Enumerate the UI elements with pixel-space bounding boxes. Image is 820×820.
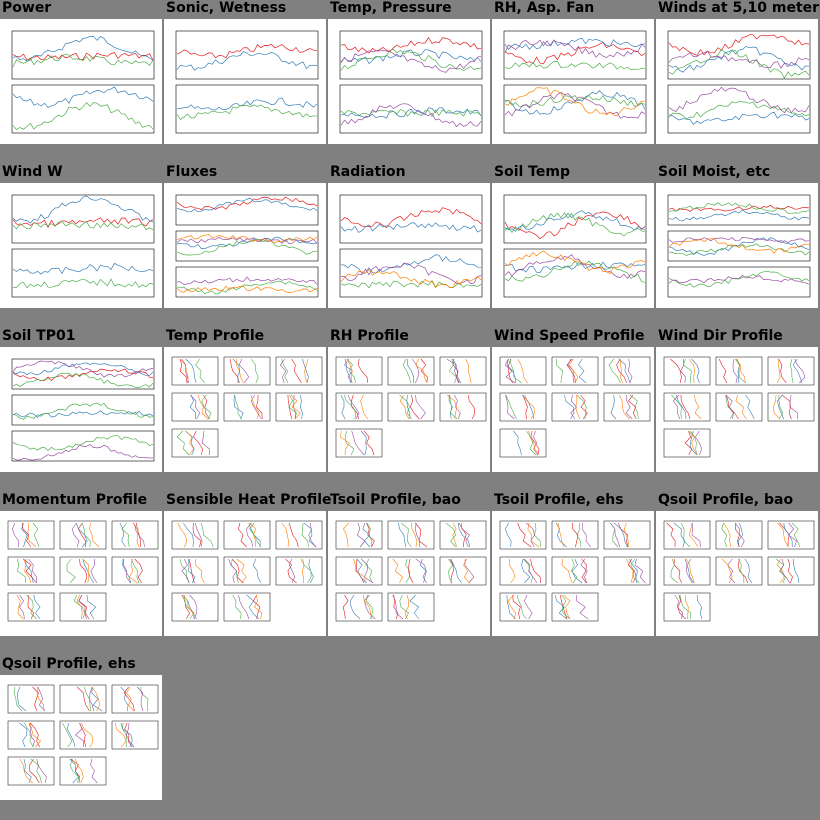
thumbnail-cell: Tsoil Profile, bao [328, 492, 492, 656]
thumbnail-plot-image [667, 194, 811, 298]
thumbnail-title: Soil Moist, etc [658, 164, 771, 180]
thumbnail-plot-image [499, 356, 651, 458]
thumbnail-plot-link[interactable] [164, 183, 326, 308]
thumbnail-plot-image [7, 684, 159, 786]
thumbnail-title: Sonic, Wetness [166, 0, 287, 16]
thumbnail-title: Radiation [330, 164, 406, 180]
thumbnail-cell: Temp, Pressure [328, 0, 492, 164]
thumbnail-title: RH, Asp. Fan [494, 0, 595, 16]
thumbnail-plot-image [339, 194, 483, 298]
thumbnail-plot-image [663, 356, 815, 458]
thumbnail-plot-link[interactable] [492, 183, 654, 308]
thumbnail-plot-link[interactable] [328, 183, 490, 308]
thumbnail-plot-link[interactable] [164, 347, 326, 472]
thumbnail-cell: Sensible Heat Profile [164, 492, 332, 656]
thumbnail-cell: Wind Dir Profile [656, 328, 820, 492]
thumbnail-title: Soil Temp [494, 164, 570, 180]
thumbnail-plot-link[interactable] [0, 347, 162, 472]
thumbnail-cell: Fluxes [164, 164, 328, 328]
thumbnail-plot-image [503, 30, 647, 134]
thumbnail-title: Sensible Heat Profile [166, 492, 332, 508]
thumbnail-cell: Qsoil Profile, ehs [0, 656, 164, 820]
thumbnail-title: Power [2, 0, 52, 16]
thumbnail-plot-link[interactable] [328, 511, 490, 636]
thumbnail-plot-link[interactable] [0, 511, 162, 636]
thumbnail-title: RH Profile [330, 328, 409, 344]
thumbnail-plot-image [335, 356, 487, 458]
thumbnail-cell: Wind Speed Profile [492, 328, 656, 492]
thumbnail-plot-image [171, 356, 323, 458]
thumbnail-plot-link[interactable] [656, 347, 818, 472]
thumbnail-cell: RH Profile [328, 328, 492, 492]
thumbnail-cell: Power [0, 0, 164, 164]
thumbnail-title: Momentum Profile [2, 492, 148, 508]
thumbnail-cell: Temp Profile [164, 328, 328, 492]
thumbnail-plot-link[interactable] [492, 347, 654, 472]
thumbnail-plot-image [171, 520, 323, 622]
thumbnail-plot-image [667, 30, 811, 134]
thumbnail-plot-image [499, 520, 651, 622]
thumbnail-title: Fluxes [166, 164, 218, 180]
thumbnail-plot-link[interactable] [0, 19, 162, 144]
thumbnail-plot-image [11, 194, 155, 298]
thumbnail-plot-image [175, 30, 319, 134]
thumbnail-title: Qsoil Profile, ehs [2, 656, 136, 672]
thumbnail-cell: Momentum Profile [0, 492, 164, 656]
thumbnail-plot-link[interactable] [492, 19, 654, 144]
thumbnail-cell: Radiation [328, 164, 492, 328]
thumbnail-cell: Winds at 5,10 meters [656, 0, 820, 164]
thumbnail-plot-image [663, 520, 815, 622]
thumbnail-plot-link[interactable] [0, 675, 162, 800]
thumbnail-plot-image [11, 30, 155, 134]
thumbnail-title: Tsoil Profile, ehs [494, 492, 624, 508]
thumbnail-plot-link[interactable] [0, 183, 162, 308]
thumbnail-plot-image [339, 30, 483, 134]
thumbnail-plot-link[interactable] [328, 19, 490, 144]
thumbnail-plot-image [175, 194, 319, 298]
thumbnail-plot-link[interactable] [656, 19, 818, 144]
thumbnail-plot-link[interactable] [328, 347, 490, 472]
thumbnail-title: Temp, Pressure [330, 0, 452, 16]
thumbnail-cell: Soil TP01 [0, 328, 164, 492]
thumbnail-plot-link[interactable] [164, 19, 326, 144]
thumbnail-plot-link[interactable] [492, 511, 654, 636]
thumbnail-title: Qsoil Profile, bao [658, 492, 794, 508]
thumbnail-cell: Sonic, Wetness [164, 0, 328, 164]
thumbnail-plot-link[interactable] [164, 511, 326, 636]
thumbnail-plot-image [11, 358, 155, 462]
thumbnail-plot-image [7, 520, 159, 622]
thumbnail-cell: Soil Moist, etc [656, 164, 820, 328]
thumbnail-plot-link[interactable] [656, 511, 818, 636]
thumbnail-title: Wind Dir Profile [658, 328, 783, 344]
thumbnail-cell: RH, Asp. Fan [492, 0, 656, 164]
thumbnail-cell: Tsoil Profile, ehs [492, 492, 656, 656]
thumbnail-title: Soil TP01 [2, 328, 76, 344]
thumbnail-title: Tsoil Profile, bao [330, 492, 461, 508]
thumbnail-title: Wind W [2, 164, 63, 180]
thumbnail-title: Winds at 5,10 meters [658, 0, 820, 16]
thumbnail-plot-image [503, 194, 647, 298]
thumbnail-title: Wind Speed Profile [494, 328, 645, 344]
thumbnail-cell: Soil Temp [492, 164, 656, 328]
thumbnail-plot-image [335, 520, 487, 622]
thumbnail-title: Temp Profile [166, 328, 265, 344]
thumbnail-plot-link[interactable] [656, 183, 818, 308]
thumbnail-cell: Wind W [0, 164, 164, 328]
thumbnail-cell: Qsoil Profile, bao [656, 492, 820, 656]
